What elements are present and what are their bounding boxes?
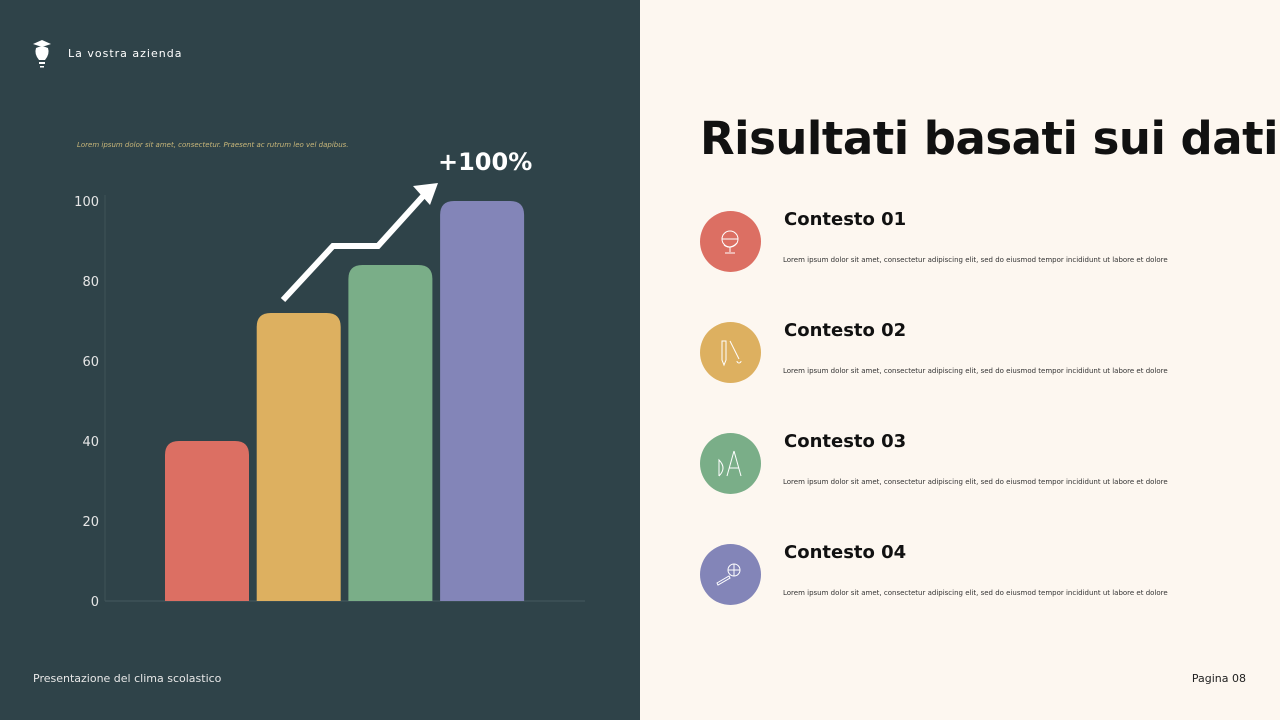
bar-2 (256, 313, 341, 601)
growth-arrow (280, 191, 428, 303)
icon-circle (700, 544, 761, 605)
item-description: Lorem ipsum dolor sit amet, consectetur … (783, 367, 1168, 375)
pencil-brush-icon (721, 340, 742, 367)
icon-circle (700, 322, 761, 383)
item-title: Contesto 01 (784, 209, 907, 230)
lightbulb-graduate-logo-icon (33, 40, 51, 68)
page-title: Risultati basati sui dati (700, 112, 1279, 165)
item-title: Contesto 04 (784, 542, 907, 563)
brand-name: La vostra azienda (68, 47, 183, 60)
growth-annotation: +100% (438, 148, 532, 176)
context-item: Contesto 04 Lorem ipsum dolor sit amet, … (700, 542, 1260, 606)
globe-pencil-icon (716, 563, 741, 586)
item-description: Lorem ipsum dolor sit amet, consectetur … (783, 589, 1168, 597)
item-description: Lorem ipsum dolor sit amet, consectetur … (783, 256, 1168, 264)
y-tick-label: 100 (74, 195, 99, 210)
bar-chart: 0 20 40 60 80 100 +100% (74, 148, 585, 610)
item-title: Contesto 02 (784, 320, 907, 341)
context-item: Contesto 02 Lorem ipsum dolor sit amet, … (700, 320, 1260, 384)
context-item: Contesto 01 Lorem ipsum dolor sit amet, … (700, 209, 1260, 273)
y-tick-label: 60 (82, 355, 99, 370)
item-description: Lorem ipsum dolor sit amet, consectetur … (783, 478, 1168, 486)
context-item: Contesto 03 Lorem ipsum dolor sit amet, … (700, 431, 1260, 495)
chart-subtitle: Lorem ipsum dolor sit amet, consectetur.… (77, 141, 349, 149)
bar-3 (348, 265, 433, 601)
item-title: Contesto 03 (784, 431, 907, 452)
icon-circle (700, 211, 761, 272)
y-tick-label: 20 (82, 515, 99, 530)
y-tick-label: 0 (91, 595, 99, 610)
bar-1 (165, 441, 249, 601)
icon-circle (700, 433, 761, 494)
bar-4 (440, 201, 525, 601)
page-number: Pagina 08 (1191, 672, 1246, 685)
globe-icon (721, 230, 739, 254)
compass-icon (718, 450, 742, 477)
footer-presentation-title: Presentazione del clima scolastico (33, 672, 222, 685)
y-tick-label: 40 (82, 435, 99, 450)
arrow-head (413, 183, 438, 205)
y-tick-label: 80 (82, 275, 99, 290)
